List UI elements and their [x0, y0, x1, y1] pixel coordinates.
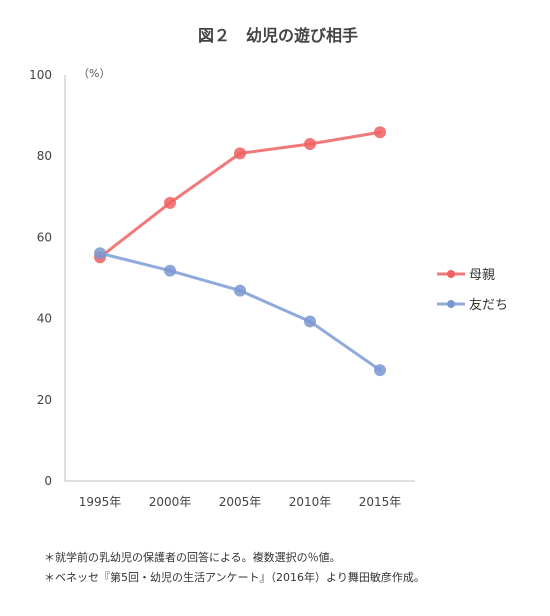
legend-marker	[447, 270, 455, 278]
y-tick-label: 100	[29, 68, 52, 82]
chart-title: 図２ 幼児の遊び相手	[198, 26, 358, 45]
footnote: ＊ベネッセ『第5回・幼児の生活アンケート』（2016年）より舞田敏彦作成。	[44, 571, 425, 584]
y-tick-label: 80	[37, 149, 52, 163]
y-tick-label: 60	[37, 230, 52, 244]
legend-label: 母親	[469, 268, 495, 283]
data-point	[304, 315, 316, 328]
data-point	[374, 364, 386, 377]
legend-label: 友だち	[469, 297, 508, 313]
data-point	[164, 264, 176, 277]
y-tick-label: 40	[37, 312, 52, 326]
footnote: ＊就学前の乳幼児の保護者の回答による。複数選択の％値。	[44, 551, 341, 564]
y-tick-label: 20	[37, 393, 52, 407]
x-tick-label: 2010年	[289, 495, 332, 509]
y-axis-ticks: 0 20 40 60 80 100	[29, 68, 52, 488]
data-point	[234, 147, 246, 160]
data-point	[94, 247, 106, 260]
data-point	[304, 138, 316, 151]
data-point	[374, 126, 386, 139]
data-point	[234, 284, 246, 297]
data-point	[164, 196, 176, 209]
series-group	[94, 126, 386, 377]
x-tick-label: 1995年	[79, 495, 122, 509]
x-tick-label: 2005年	[219, 495, 262, 509]
line-chart: 図２ 幼児の遊び相手 （%） 0 20 40 60 80 100 1995年 2000年 20…	[29, 26, 508, 509]
series-line-2	[98, 251, 382, 372]
legend-marker	[447, 300, 455, 308]
x-tick-label: 2015年	[359, 495, 402, 509]
y-tick-label: 0	[44, 474, 52, 488]
x-tick-label: 2000年	[149, 495, 192, 509]
x-axis-ticks: 1995年 2000年 2005年 2010年 2015年	[79, 495, 402, 509]
y-axis-unit-label: （%）	[78, 67, 110, 80]
footnotes: ＊就学前の乳幼児の保護者の回答による。複数選択の％値。 ＊ベネッセ『第5回・幼児…	[44, 548, 425, 588]
